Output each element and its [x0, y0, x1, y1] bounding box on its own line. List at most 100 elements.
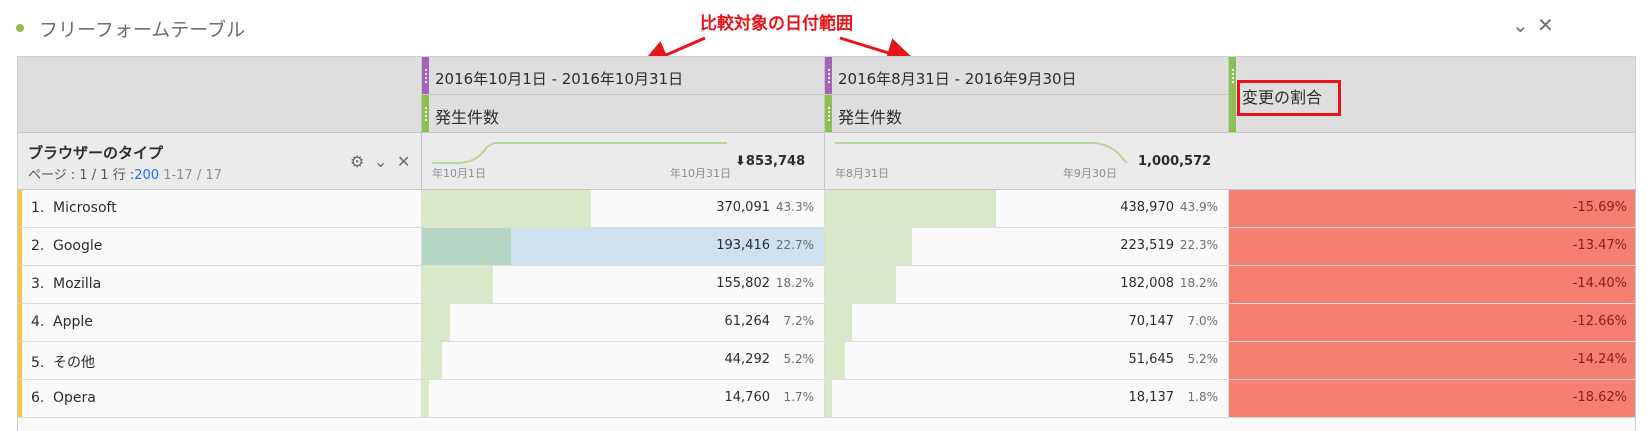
metric-cell-current[interactable]: 193,416 22.7%	[421, 228, 824, 265]
change-column-label: 変更の割合	[1237, 80, 1341, 116]
table-row[interactable]: 2. Google 193,416 22.7% 223,519 22.3% -13.47%	[18, 228, 1635, 266]
metric-cell-current[interactable]: 14,760 1.7%	[421, 380, 824, 417]
value-bar	[422, 190, 591, 227]
total-value: 853,748	[745, 154, 806, 169]
metric-cell-previous[interactable]: 51,645 5.2%	[824, 342, 1228, 379]
change-value: -13.47%	[1572, 238, 1627, 253]
change-cell[interactable]: -14.40%	[1228, 266, 1635, 303]
row-accent	[18, 266, 22, 303]
row-dimension-value: その他	[53, 355, 95, 371]
sparkline-start-label: 年8月31日	[835, 167, 889, 180]
row-number: 6.	[31, 390, 45, 406]
row-dimension-value: Mozilla	[53, 276, 102, 292]
metric-value: 182,008	[1120, 276, 1174, 291]
change-cell[interactable]: -13.47%	[1228, 228, 1635, 265]
metric-cell-current[interactable]: 44,292 5.2%	[421, 342, 824, 379]
change-value: -14.40%	[1572, 276, 1627, 291]
drag-handle-icon[interactable]	[422, 95, 429, 132]
row-number: 5.	[31, 355, 45, 371]
metric-cell-current[interactable]: 155,802 18.2%	[421, 266, 824, 303]
row-label[interactable]: 2. Google	[31, 238, 102, 254]
table-row[interactable]: 6. Opera 14,760 1.7% 18,137 1.8% -18.62%	[18, 380, 1635, 418]
value-bar	[825, 380, 832, 417]
sparkline-end-label: 年10月31日	[670, 167, 731, 180]
value-bar	[825, 304, 852, 341]
row-number: 4.	[31, 314, 45, 330]
change-value: -14.24%	[1572, 352, 1627, 367]
metric-cell-previous[interactable]: 182,008 18.2%	[824, 266, 1228, 303]
row-label[interactable]: 3. Mozilla	[31, 276, 101, 292]
drag-handle-icon[interactable]	[1229, 57, 1236, 132]
freeform-table: 2016年10月1日 - 2016年10月31日 発生件数 2016年8月31日…	[17, 56, 1636, 431]
metric-percent: 1.7%	[783, 390, 815, 404]
column-header-previous[interactable]: 2016年8月31日 - 2016年9月30日 発生件数	[824, 57, 1228, 132]
dimension-title: ブラウザーのタイプ	[28, 144, 164, 162]
metric-cell-current[interactable]: 370,091 43.3%	[421, 190, 824, 227]
drag-handle-icon[interactable]	[825, 57, 832, 94]
value-bar	[422, 266, 493, 303]
metric-value: 370,091	[716, 200, 770, 215]
change-value: -15.69%	[1572, 200, 1627, 215]
metric-value: 18,137	[1128, 390, 1175, 405]
sparkline-previous: 年8月31日 年9月30日 1,000,572	[824, 133, 1228, 189]
table-header-row: 2016年10月1日 - 2016年10月31日 発生件数 2016年8月31日…	[18, 57, 1635, 133]
row-number: 3.	[31, 276, 45, 292]
metric-value: 438,970	[1120, 200, 1174, 215]
row-number: 1.	[31, 200, 45, 216]
row-accent	[18, 380, 22, 417]
table-row[interactable]: 1. Microsoft 370,091 43.3% 438,970 43.9% -15.6…	[18, 190, 1635, 228]
metric-percent: 5.2%	[1187, 352, 1219, 366]
change-cell[interactable]: -14.24%	[1228, 342, 1635, 379]
row-label[interactable]: 5. その他	[31, 352, 95, 372]
row-accent	[18, 228, 22, 265]
annotation-arrow-right	[839, 36, 917, 68]
drag-handle-icon[interactable]	[422, 57, 429, 94]
table-summary-row: ブラウザーのタイプ ページ : 1 / 1 行 :200 1-17 / 17 ⚙…	[18, 133, 1635, 190]
page-label: ページ : 1 / 1 行 :	[28, 168, 135, 183]
row-range: 1-17 / 17	[163, 168, 222, 183]
row-label[interactable]: 1. Microsoft	[31, 200, 117, 216]
panel-title: フリーフォームテーブル	[39, 19, 246, 41]
column-header-change[interactable]: 変更の割合	[1228, 57, 1635, 132]
chevron-down-icon[interactable]: ⌄	[1512, 13, 1529, 37]
value-bar	[825, 342, 845, 379]
row-label[interactable]: 6. Opera	[31, 390, 96, 406]
column-header-current[interactable]: 2016年10月1日 - 2016年10月31日 発生件数	[421, 57, 824, 132]
sparkline-end-label: 年9月30日	[1063, 167, 1117, 180]
metric-label: 発生件数	[435, 108, 500, 127]
change-cell[interactable]: -12.66%	[1228, 304, 1635, 341]
annotation-label: 比較対象の日付範囲	[700, 14, 853, 34]
sparkline-chart	[835, 142, 1128, 164]
metric-value: 155,802	[716, 276, 770, 291]
metric-percent: 43.9%	[1179, 200, 1218, 214]
change-cell[interactable]: -15.69%	[1228, 190, 1635, 227]
row-dimension-value: Microsoft	[53, 200, 117, 216]
chevron-down-icon[interactable]: ⌄	[374, 152, 388, 171]
metric-cell-previous[interactable]: 70,147 7.0%	[824, 304, 1228, 341]
row-dimension-value: Apple	[53, 314, 93, 330]
metric-percent: 43.3%	[775, 200, 814, 214]
table-row[interactable]: 5. その他 44,292 5.2% 51,645 5.2% -14.24%	[18, 342, 1635, 380]
close-icon[interactable]: ✕	[397, 152, 411, 171]
metric-cell-current[interactable]: 61,264 7.2%	[421, 304, 824, 341]
close-icon[interactable]: ✕	[1537, 13, 1554, 37]
metric-cell-previous[interactable]: 223,519 22.3%	[824, 228, 1228, 265]
metric-label: 発生件数	[838, 108, 903, 127]
metric-cell-previous[interactable]: 438,970 43.9%	[824, 190, 1228, 227]
row-dimension-value: Opera	[53, 390, 96, 406]
row-accent	[18, 304, 22, 341]
drag-handle-icon[interactable]	[825, 95, 832, 132]
row-dimension-value: Google	[53, 238, 103, 254]
arrow-down-icon: ⬇	[735, 154, 746, 169]
metric-value: 193,416	[716, 238, 770, 253]
metric-percent: 22.3%	[1179, 238, 1218, 252]
metric-cell-previous[interactable]: 18,137 1.8%	[824, 380, 1228, 417]
rows-per-page-link[interactable]: 200	[134, 168, 160, 183]
change-cell[interactable]: -18.62%	[1228, 380, 1635, 417]
table-row[interactable]: 4. Apple 61,264 7.2% 70,147 7.0% -12.66%	[18, 304, 1635, 342]
table-row[interactable]: 3. Mozilla 155,802 18.2% 182,008 18.2% -14.40%	[18, 266, 1635, 304]
metric-percent: 18.2%	[1179, 276, 1218, 290]
column-total: ⬇853,748	[735, 154, 805, 169]
gear-icon[interactable]: ⚙	[350, 152, 365, 171]
row-label[interactable]: 4. Apple	[31, 314, 93, 330]
